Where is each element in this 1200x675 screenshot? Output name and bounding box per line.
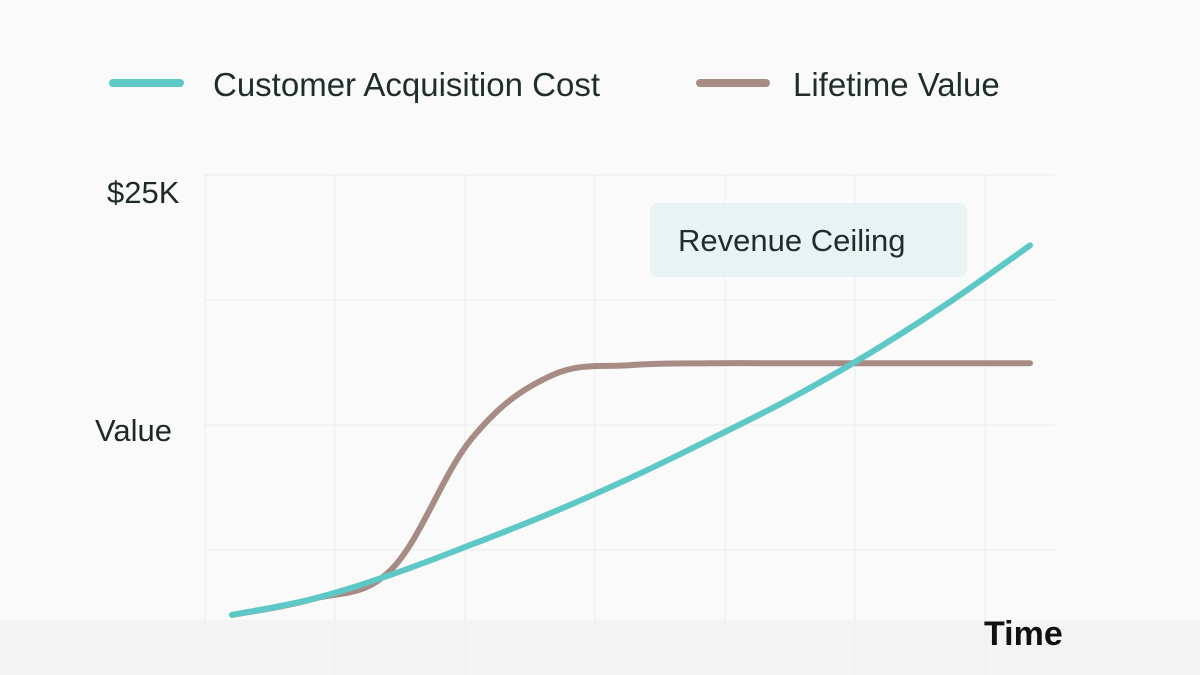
bottom-band xyxy=(0,620,1200,675)
y-axis-top-label: $25K xyxy=(107,175,180,210)
legend-label-cac: Customer Acquisition Cost xyxy=(213,66,600,103)
annotation-label: Revenue Ceiling xyxy=(678,223,905,258)
legend: Customer Acquisition Cost Lifetime Value xyxy=(109,66,1000,103)
annotation-box xyxy=(650,203,967,277)
legend-label-ltv: Lifetime Value xyxy=(793,66,1000,103)
annotation-revenue-ceiling: Revenue Ceiling xyxy=(650,203,967,277)
series-line-lifetime-value xyxy=(229,360,1033,618)
x-axis-label: Time xyxy=(984,615,1063,653)
y-axis-label: Value xyxy=(95,413,172,448)
series-line-customer-acquisition-cost xyxy=(229,242,1033,618)
